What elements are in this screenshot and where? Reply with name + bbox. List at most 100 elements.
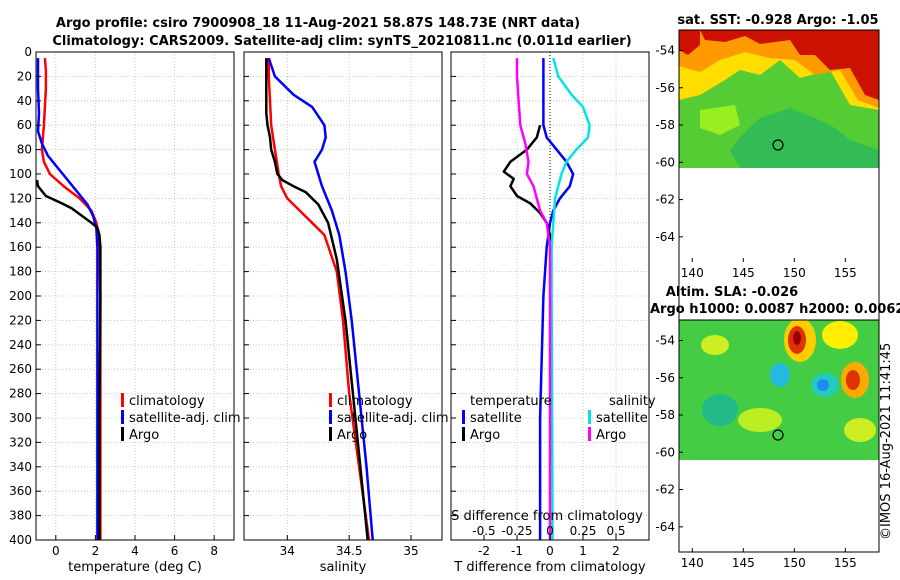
sla-blob [817, 379, 829, 391]
legend-title-temperature: temperature [470, 394, 552, 409]
legend-swatch-temp-satellite [462, 410, 465, 424]
y-tick-label: 40 [17, 94, 32, 108]
y-tick-label: 100 [9, 167, 32, 181]
map-y-tick-label: -56 [655, 81, 675, 95]
legend-swatch-sal-satellite [588, 410, 591, 424]
y-tick-label: 400 [9, 533, 32, 547]
x-tick-label: 1 [579, 544, 587, 558]
sla-map-title-2: Argo h1000: 0.0087 h2000: 0.0062 [650, 302, 900, 317]
legend-swatch-climatology [329, 393, 332, 407]
title-line-2: Climatology: CARS2009. Satellite-adj cli… [52, 34, 631, 49]
map-y-tick-label: -54 [655, 333, 675, 347]
x-axis-label: T difference from climatology [453, 560, 646, 575]
y-tick-label: 340 [9, 460, 32, 474]
legend-label-climatology: climatology [337, 394, 413, 409]
series-climatology-line [40, 57, 102, 540]
x-tick-label: -2 [478, 544, 490, 558]
series-satellite-adj-clim-line [36, 58, 99, 540]
sst-map: 140 145 150 155 -54 -56 -58 -60 -62 -64 [655, 29, 880, 553]
sla-argo-marker [772, 429, 784, 441]
sst-argo-marker [772, 139, 784, 151]
top-x-tick-label: 0.25 [570, 524, 597, 538]
map-y-tick-label: -64 [655, 520, 675, 534]
sst-mid-band [700, 105, 740, 135]
x-axis-label: salinity [320, 560, 367, 575]
x-tick-label: 8 [210, 544, 218, 558]
sla-field [679, 320, 879, 460]
y-tick-label: 140 [9, 216, 32, 230]
y-tick-label: 180 [9, 265, 32, 279]
top-x-tick-label: 0 [546, 524, 554, 538]
series-argo-line [265, 58, 369, 541]
x-tick-label: 0 [546, 544, 554, 558]
y-tick-label: 260 [9, 362, 32, 376]
sla-blob [844, 418, 876, 442]
y-tick-label: 60 [17, 118, 32, 132]
legend-label-sal-satellite: satellite [596, 411, 648, 426]
map-y-tick-label: -58 [655, 118, 675, 132]
series-argo-line [502, 124, 552, 248]
x-tick-label: 34.5 [336, 544, 363, 558]
map-y-tick-label: -64 [655, 230, 675, 244]
map-y-tick-label: -62 [655, 483, 675, 497]
x-tick-label: 2 [612, 544, 620, 558]
x-tick-label: 34 [280, 544, 295, 558]
sst-max-corner [679, 30, 700, 55]
legend-label-climatology: climatology [129, 394, 205, 409]
legend-swatch-sal-argo [588, 427, 591, 441]
y-tick-label: 320 [9, 435, 32, 449]
legend-label-satellite: satellite-adj. clim [337, 411, 449, 426]
top-x-tick-label: -0.25 [501, 524, 532, 538]
x-tick-label: 6 [171, 544, 179, 558]
map-x-tick-label: 145 [732, 556, 755, 570]
y-tick-label: 360 [9, 484, 32, 498]
legend-label-argo: Argo [129, 428, 159, 443]
imos-watermark: ©IMOS 16-Aug-2021 11:41:45 [879, 343, 894, 540]
y-tick-label: 240 [9, 338, 32, 352]
sst-field [679, 30, 879, 168]
sla-map: 140 145 150 155 -54 -56 -58 -60 -62 -64 [655, 319, 880, 570]
x-tick-label: 35 [403, 544, 418, 558]
legend-swatch-satellite [329, 410, 332, 424]
map-y-tick-label: -58 [655, 408, 675, 422]
legend-swatch-satellite [121, 410, 124, 424]
difference-legend: temperature salinity satellite Argo sate… [462, 394, 656, 443]
salinity-panel: 34 34.5 35 salinity [243, 51, 443, 575]
legend-swatch-temp-argo [462, 427, 465, 441]
y-tick-label: 120 [9, 191, 32, 205]
map-x-tick-label: 140 [681, 556, 704, 570]
legend-title-salinity: salinity [609, 394, 656, 409]
map-y-tick-label: -62 [655, 193, 675, 207]
map-x-tick-label: 140 [681, 266, 704, 280]
series-satellite-line [550, 57, 591, 541]
sst-map-title: sat. SST: -0.928 Argo: -1.05 [677, 13, 878, 28]
map-y-tick-label: -60 [655, 155, 675, 169]
map-x-tick-label: 145 [732, 266, 755, 280]
map-x-tick-label: 150 [783, 266, 806, 280]
series-satellite-adj-clim-line [267, 57, 374, 541]
sla-blob [701, 335, 729, 355]
map-x-tick-label: 155 [834, 556, 857, 570]
sla-blob [770, 363, 790, 387]
temperature-panel: 0 2 4 6 8 temperature (deg C) 0 20 40 60 80 100 120 1… [9, 45, 235, 575]
legend-label-argo: Argo [337, 428, 367, 443]
sla-blob [846, 370, 860, 390]
map-y-tick-label: -54 [655, 43, 675, 57]
top-x-tick-label: -0.5 [472, 524, 495, 538]
difference-panel: -2 -1 0 1 2 T difference from climatology S di… [450, 51, 650, 575]
top-x-tick-label: 0.5 [606, 524, 625, 538]
legend-swatch-climatology [121, 393, 124, 407]
sla-map-axes [678, 319, 880, 553]
map-y-tick-label: -60 [655, 445, 675, 459]
y-tick-label: 300 [9, 411, 32, 425]
legend-label-temp-satellite: satellite [470, 411, 522, 426]
sst-map-ticks: 140 145 150 155 -54 -56 -58 -60 -62 -64 [655, 43, 856, 280]
legend-swatch-argo [121, 427, 124, 441]
x-axis-label: temperature (deg C) [68, 560, 202, 575]
sla-blob [702, 394, 738, 426]
series-argo-line [515, 58, 552, 540]
map-x-tick-label: 150 [783, 556, 806, 570]
legend-label-satellite: satellite-adj. clim [129, 411, 241, 426]
sst-cool-band [730, 108, 879, 168]
